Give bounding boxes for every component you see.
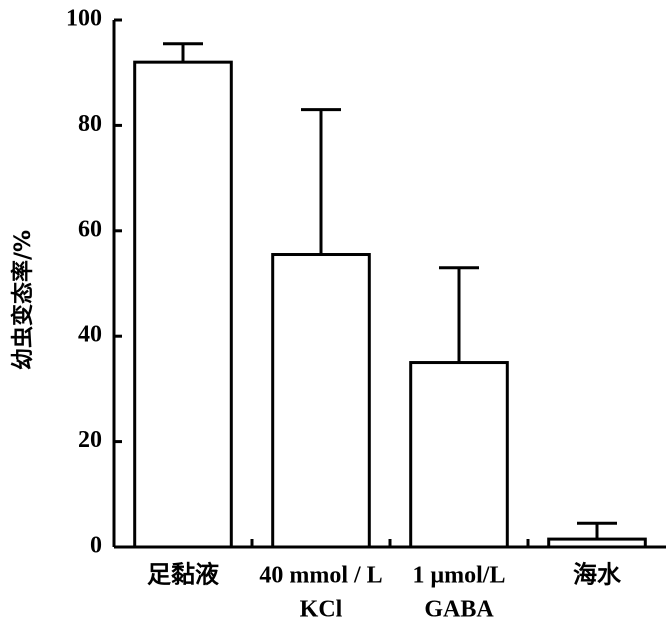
error-bar [301,108,341,255]
y-axis-label: 幼虫变态率/% [10,230,36,370]
x-tick-label: 足黏液 [147,561,219,589]
bar [271,253,371,549]
y-tick-label: 20 [78,427,102,453]
x-tick-label: KCl [300,597,343,623]
x-tick-label: 40 mmol / L [259,563,382,589]
x-tick-label: GABA [424,597,494,623]
y-tick-label: 0 [90,533,102,559]
y-tick-label: 40 [78,322,102,348]
bar [547,537,647,549]
x-tick-label: 海水 [573,561,622,589]
error-bar [439,266,479,363]
y-tick-label: 100 [66,6,102,32]
bar [409,361,509,549]
x-tick-label: 1 μmol/L [413,563,506,589]
y-tick-label: 60 [78,216,102,242]
y-tick-label: 80 [78,111,102,137]
error-bar [163,42,203,63]
bar [133,60,233,549]
error-bar [577,521,617,540]
